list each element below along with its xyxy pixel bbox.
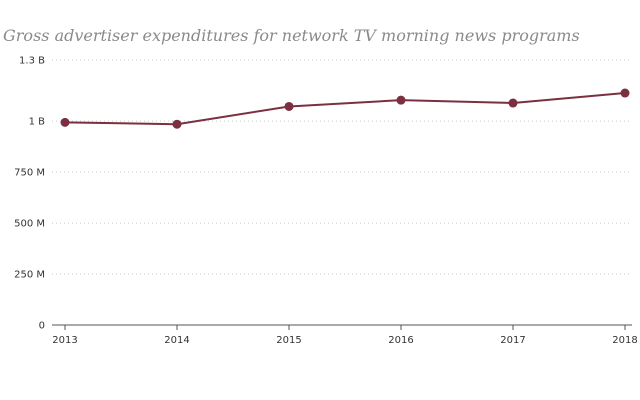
chart-title: Gross advertiser expenditures for networ…: [3, 26, 580, 45]
y-tick-label: 750 M: [14, 168, 45, 179]
x-tick-label: 2018: [612, 335, 637, 346]
gridlines: [52, 59, 632, 275]
y-tick-label: 250 M: [14, 270, 45, 281]
data-point: [284, 101, 294, 111]
x-tick-label: 2015: [276, 335, 301, 346]
y-axis-labels: 0 250 M 500 M 750 M 1 B 1.3 B: [14, 56, 45, 332]
x-axis-labels: 2013 2014 2015 2016 2017 2018: [52, 335, 637, 346]
data-point: [172, 119, 182, 129]
series-line: [64, 92, 626, 126]
y-tick-label: 500 M: [14, 219, 45, 230]
y-tick-label: 1.3 B: [19, 56, 45, 67]
series-group: [60, 88, 630, 129]
data-point: [508, 98, 518, 108]
x-tick-label: 2013: [52, 335, 77, 346]
data-point: [620, 88, 630, 98]
x-tick-label: 2017: [500, 335, 525, 346]
y-tick-label: 1 B: [29, 117, 46, 128]
data-point: [60, 117, 70, 127]
data-point: [396, 95, 406, 105]
y-tick-label: 0: [39, 321, 45, 332]
x-tick-label: 2016: [388, 335, 413, 346]
x-axis: [52, 324, 632, 330]
x-tick-label: 2014: [164, 335, 189, 346]
